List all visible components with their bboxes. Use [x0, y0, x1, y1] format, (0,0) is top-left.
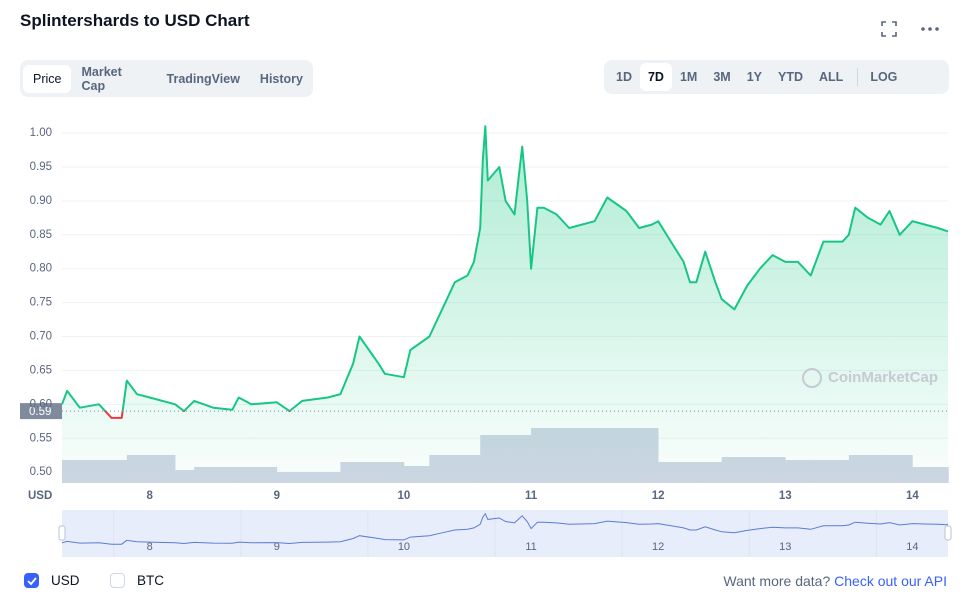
legend-item[interactable]: BTC — [110, 573, 164, 588]
separator — [857, 68, 859, 86]
navigator-tick-label: 11 — [525, 541, 536, 553]
x-tick-label: 13 — [779, 490, 792, 502]
footer-text: Want more data? — [723, 573, 831, 589]
log-button[interactable]: LOG — [870, 70, 898, 84]
navigator-tick-label: 8 — [147, 541, 153, 553]
y-tick-label: 0.85 — [30, 229, 52, 241]
range-button[interactable]: 7D — [639, 63, 672, 91]
navigator-handle[interactable] — [944, 525, 952, 541]
watermark-logo — [802, 368, 822, 388]
y-tick-label: 0.90 — [30, 195, 52, 207]
y-tick-label: 0.75 — [30, 297, 52, 309]
range-button[interactable]: 1D — [616, 70, 632, 84]
y-tick-label: 0.70 — [30, 331, 52, 343]
y-tick-label: 1.00 — [30, 127, 52, 139]
checkbox[interactable] — [110, 573, 125, 588]
x-tick-label: 10 — [398, 490, 411, 502]
page-title: Splintershards to USD Chart — [20, 11, 250, 30]
tab[interactable]: Market Cap — [81, 64, 122, 93]
fullscreen-icon[interactable] — [881, 21, 897, 37]
tab[interactable]: Price — [23, 64, 72, 93]
navigator-tick-label: 14 — [906, 541, 918, 553]
x-tick-label: 8 — [147, 490, 154, 502]
watermark: CoinMarketCap — [828, 369, 938, 386]
x-tick-label: 14 — [906, 490, 919, 502]
price-area — [62, 126, 948, 484]
navigator-tick-label: 10 — [398, 541, 410, 553]
range-button[interactable]: 1M — [679, 70, 698, 84]
tab[interactable]: History — [259, 71, 303, 86]
y-tick-label: 0.65 — [30, 364, 52, 376]
y-tick-label: 0.60 — [30, 398, 52, 410]
navigator-handle[interactable] — [58, 525, 66, 541]
navigator-tick-label: 13 — [779, 541, 791, 553]
price-line — [61, 125, 949, 419]
tab-group: Price Market Cap TradingView History — [20, 60, 313, 97]
baseline-label-bg — [20, 403, 62, 420]
x-axis-label: USD — [28, 490, 52, 502]
y-tick-label: 0.55 — [30, 432, 52, 444]
baseline-label: 0.59 — [29, 406, 51, 418]
y-tick-label: 0.95 — [30, 161, 52, 173]
volume-bar — [948, 467, 949, 483]
legend-label: USD — [51, 573, 80, 588]
range-button[interactable]: ALL — [819, 70, 844, 84]
range-group: 1D 7D 1M 3M 1Y YTD ALL LOG — [604, 60, 949, 94]
range-button[interactable]: YTD — [778, 70, 804, 84]
legend-label: BTC — [137, 573, 164, 588]
navigator-line — [61, 512, 949, 545]
navigator-tick-label: 9 — [274, 541, 280, 553]
legend-item[interactable]: USD — [24, 573, 80, 588]
x-tick-label: 12 — [652, 490, 665, 502]
x-tick-label: 11 — [525, 490, 538, 502]
y-tick-label: 0.80 — [30, 263, 52, 275]
tab[interactable]: TradingView — [166, 71, 240, 86]
footer: Want more data? Check out our API — [723, 573, 947, 589]
navigator-tick-label: 12 — [652, 541, 664, 553]
x-tick-label: 9 — [274, 490, 280, 502]
more-icon[interactable] — [920, 26, 940, 32]
range-button[interactable]: 1Y — [746, 70, 763, 84]
chart: 0.59 CoinMarketCap 0.50 0.55 0.60 0.65 0.70 0.7… — [20, 125, 952, 557]
navigator-bg — [62, 510, 948, 557]
checkbox[interactable] — [24, 573, 39, 588]
range-button[interactable]: 3M — [713, 70, 731, 84]
api-link[interactable]: Check out our API — [834, 573, 947, 589]
y-tick-label: 0.50 — [30, 466, 52, 478]
